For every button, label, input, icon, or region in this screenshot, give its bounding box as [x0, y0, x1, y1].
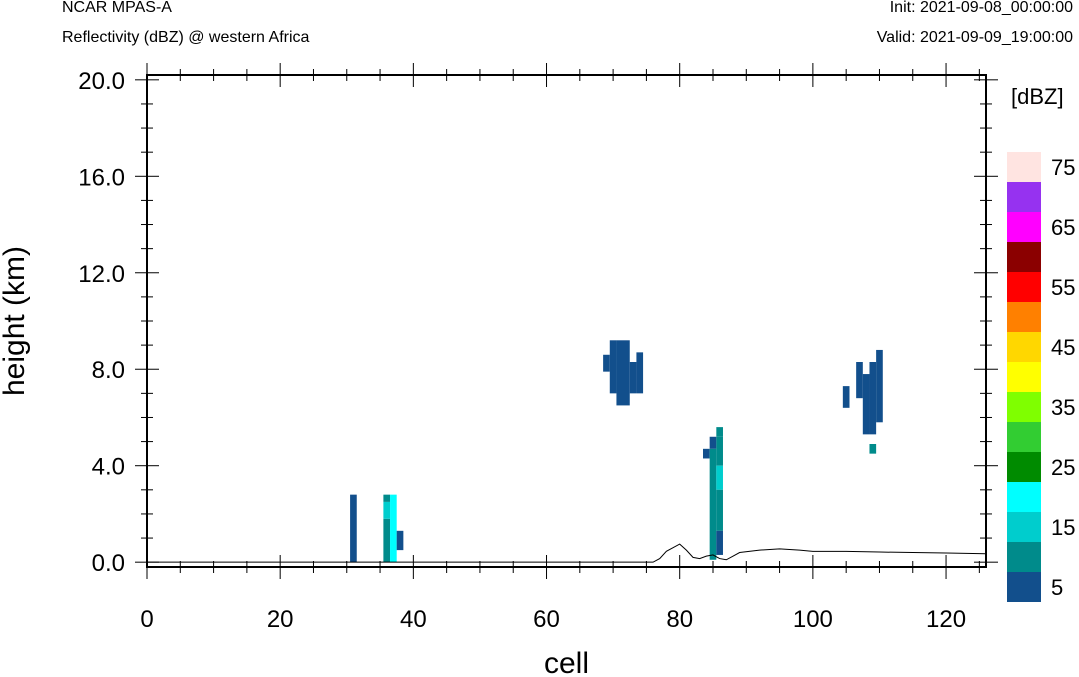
y-axis-label: height (km) [0, 246, 31, 396]
colorbar-swatch [1007, 302, 1041, 332]
colorbar-swatch [1007, 182, 1041, 212]
reflectivity-cell [842, 386, 850, 408]
colorbar-swatch [1007, 212, 1041, 242]
model-title: NCAR MPAS-A [62, 0, 172, 16]
y-tick-label: 12.0 [78, 261, 125, 288]
reflectivity-cell [383, 501, 391, 519]
colorbar-swatch [1007, 332, 1041, 362]
reflectivity-cell [350, 494, 357, 563]
reflectivity-cell [716, 427, 723, 437]
reflectivity-cell [609, 340, 617, 394]
reflectivity-cell [616, 340, 630, 406]
colorbar-tick-label: 5 [1051, 575, 1063, 600]
reflectivity-cells [350, 340, 883, 563]
reflectivity-cell [636, 352, 644, 394]
colorbar-tick-label: 35 [1051, 395, 1075, 420]
x-tick-label: 100 [793, 606, 833, 633]
x-tick-label: 60 [533, 606, 560, 633]
reflectivity-cell [603, 354, 610, 372]
y-tick-label: 4.0 [92, 454, 125, 481]
reflectivity-cell [709, 448, 717, 560]
colorbar-swatch [1007, 572, 1041, 602]
x-tick-label: 80 [666, 606, 693, 633]
colorbar-swatch [1007, 482, 1041, 512]
reflectivity-cell [869, 362, 877, 435]
x-tick-label: 120 [926, 606, 966, 633]
reflectivity-cell [390, 494, 397, 563]
colorbar-unit-label: [dBZ] [1011, 84, 1064, 109]
x-axis-label: cell [544, 647, 589, 677]
y-tick-label: 16.0 [78, 164, 125, 191]
colorbar: 5 15 25 35 45 55 65 75 [1007, 152, 1075, 602]
colorbar-swatch [1007, 422, 1041, 452]
colorbar-swatch [1007, 272, 1041, 302]
colorbar-tick-label: 45 [1051, 335, 1075, 360]
colorbar-tick-label: 55 [1051, 275, 1075, 300]
reflectivity-cell [703, 448, 710, 459]
x-tick-label: 40 [400, 606, 427, 633]
reflectivity-cell [709, 436, 717, 449]
reflectivity-cell [716, 489, 723, 531]
axis-ticks [135, 63, 998, 579]
reflectivity-cell [716, 436, 723, 466]
colorbar-tick-label: 75 [1051, 155, 1075, 180]
terrain-line [147, 543, 987, 563]
y-tick-label: 20.0 [78, 68, 125, 95]
colorbar-tick-label: 65 [1051, 215, 1075, 240]
colorbar-tick-label: 15 [1051, 515, 1075, 540]
reflectivity-cell [856, 362, 863, 399]
reflectivity-cell [716, 530, 723, 555]
colorbar-swatch [1007, 152, 1041, 182]
colorbar-swatch [1007, 242, 1041, 272]
reflectivity-cell [383, 518, 391, 563]
reflectivity-cell [629, 362, 637, 394]
reflectivity-cell [862, 374, 870, 435]
terrain-profile [147, 543, 987, 563]
colorbar-swatch [1007, 362, 1041, 392]
colorbar-swatch [1007, 452, 1041, 482]
x-tick-label: 0 [140, 606, 153, 633]
x-tick-labels: 0 20 40 60 80 100 120 [140, 606, 966, 633]
valid-time: Valid: 2021-09-09_19:00:00 [876, 29, 1073, 46]
reflectivity-cell [876, 349, 883, 423]
reflectivity-cell [869, 444, 877, 454]
colorbar-swatch [1007, 542, 1041, 572]
y-tick-labels: 0.0 4.0 8.0 12.0 16.0 20.0 [78, 68, 125, 577]
reflectivity-cell [396, 530, 404, 551]
colorbar-swatch [1007, 512, 1041, 542]
reflectivity-cell [716, 465, 723, 490]
y-tick-label: 8.0 [92, 357, 125, 384]
y-tick-label: 0.0 [92, 550, 125, 577]
reflectivity-cell [383, 494, 391, 502]
colorbar-swatch [1007, 392, 1041, 422]
init-time: Init: 2021-09-08_00:00:00 [889, 0, 1073, 16]
plot-subtitle: Reflectivity (dBZ) @ western Africa [62, 29, 310, 46]
plot-frame [146, 74, 987, 568]
colorbar-tick-label: 25 [1051, 455, 1075, 480]
x-tick-label: 20 [267, 606, 294, 633]
